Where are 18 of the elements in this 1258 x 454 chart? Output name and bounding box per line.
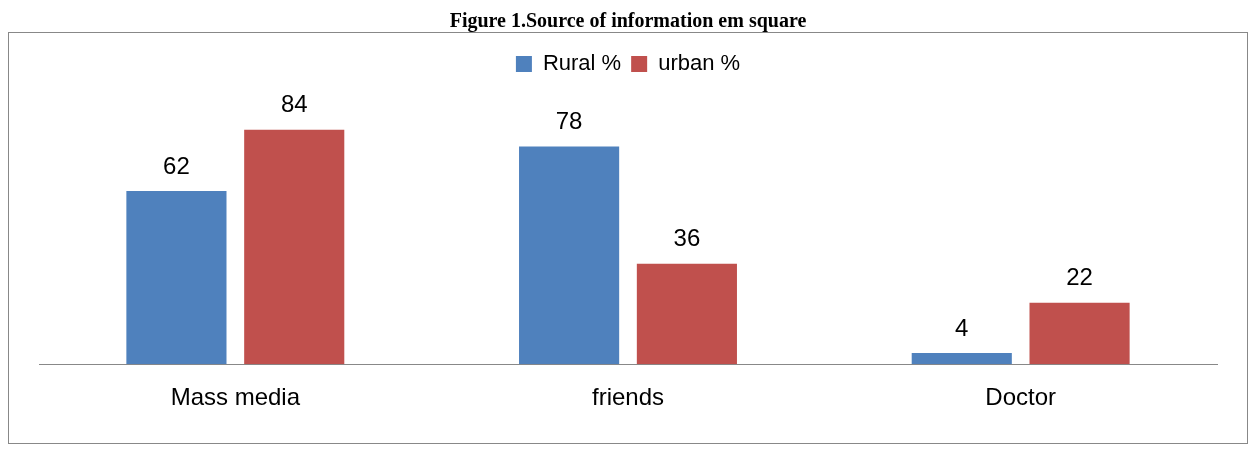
data-label: 78 bbox=[555, 107, 583, 135]
bar bbox=[244, 129, 345, 365]
data-label: 62 bbox=[163, 151, 190, 179]
data-label: 84 bbox=[280, 90, 308, 118]
bar bbox=[1029, 302, 1130, 365]
bar bbox=[911, 353, 1012, 365]
x-tick-label: Doctor bbox=[985, 383, 1057, 411]
data-label: 36 bbox=[673, 224, 701, 252]
data-label: 22 bbox=[1066, 263, 1093, 291]
legend-label: Rural % bbox=[542, 50, 622, 76]
chart-title: Figure 1.Source of information em square bbox=[448, 8, 808, 32]
x-tick-label: Mass media bbox=[170, 383, 301, 411]
legend-label: urban % bbox=[658, 50, 741, 76]
bar bbox=[636, 263, 737, 365]
bar bbox=[126, 191, 227, 365]
data-label: 4 bbox=[955, 313, 969, 341]
bar bbox=[519, 146, 620, 365]
x-tick-label: friends bbox=[591, 383, 665, 411]
